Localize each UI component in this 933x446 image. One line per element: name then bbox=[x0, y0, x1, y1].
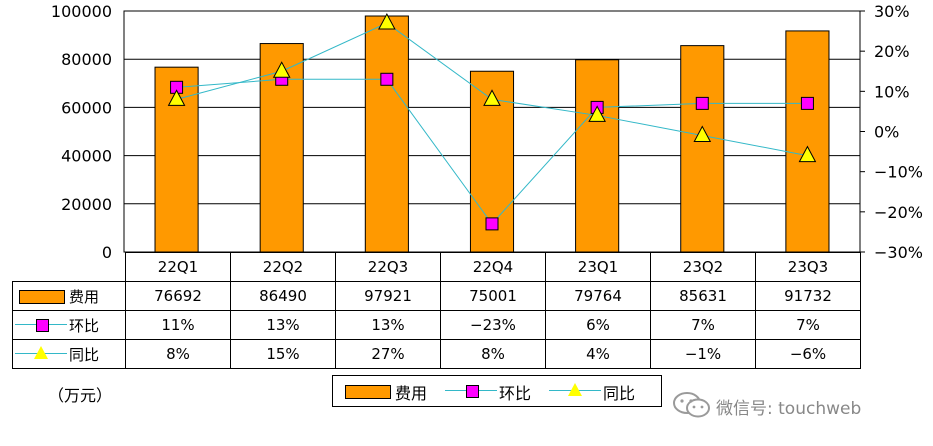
point-同比-22Q3 bbox=[378, 12, 396, 30]
table-row-qoq: 环比 11% 13% 13% −23% 6% 7% 7% bbox=[12, 310, 861, 340]
square-marker-icon bbox=[15, 316, 67, 334]
y-left-tick-label: 40000 bbox=[61, 147, 112, 166]
table-header-cell: 23Q2 bbox=[650, 252, 756, 282]
table-cell: 76692 bbox=[125, 281, 231, 311]
legend-label: 环比 bbox=[499, 384, 532, 403]
legend-label: 费用 bbox=[395, 384, 428, 403]
wechat-icon bbox=[673, 392, 710, 418]
table-cell: 91732 bbox=[755, 281, 861, 311]
table-corner bbox=[12, 252, 126, 282]
table-cell: 75001 bbox=[440, 281, 546, 311]
bar-23Q2 bbox=[680, 45, 725, 253]
bar-23Q3 bbox=[785, 30, 830, 253]
table-cell: 79764 bbox=[545, 281, 651, 311]
point-同比-22Q1 bbox=[167, 89, 186, 106]
row-label-text: 同比 bbox=[69, 345, 100, 364]
row-label-qoq: 环比 bbox=[12, 310, 126, 340]
table-cell: 8% bbox=[125, 339, 231, 369]
square-marker-icon bbox=[445, 382, 497, 400]
table-cell: 13% bbox=[230, 310, 336, 340]
triangle-marker-icon bbox=[15, 345, 67, 363]
table-cell: −23% bbox=[440, 310, 546, 340]
table-cell: 8% bbox=[440, 339, 546, 369]
point-同比-22Q4 bbox=[483, 89, 501, 106]
table-header-row: 22Q1 22Q2 22Q3 22Q4 23Q1 23Q2 23Q3 bbox=[12, 252, 861, 282]
y-right-tick-label: −30% bbox=[874, 243, 923, 262]
table-header-cell: 22Q1 bbox=[125, 252, 231, 282]
table-cell: 85631 bbox=[650, 281, 756, 311]
row-label-yoy: 同比 bbox=[12, 339, 126, 369]
point-同比-23Q1 bbox=[588, 105, 606, 122]
legend: 费用 环比 同比 bbox=[332, 375, 662, 407]
y-left-tick-label: 100000 bbox=[51, 2, 112, 21]
y-right-tick-label: 20% bbox=[874, 42, 910, 61]
watermark-text: 微信号: touchweb bbox=[716, 399, 862, 419]
data-table: 22Q1 22Q2 22Q3 22Q4 23Q1 23Q2 23Q3 费用 76… bbox=[12, 252, 861, 369]
y-right-tick-label: 30% bbox=[874, 2, 910, 21]
table-row-cost: 费用 76692 86490 97921 75001 79764 85631 9… bbox=[12, 281, 861, 311]
triangle-marker-icon bbox=[549, 382, 601, 400]
bar-23Q1 bbox=[575, 59, 620, 253]
table-row-yoy: 同比 8% 15% 27% 8% 4% −1% −6% bbox=[12, 339, 861, 369]
y-right-tick-label: 10% bbox=[874, 82, 910, 101]
table-header-cell: 22Q3 bbox=[335, 252, 441, 282]
y-right-tick-label: −10% bbox=[874, 163, 923, 182]
point-同比-22Q2 bbox=[272, 61, 291, 78]
point-同比-23Q2 bbox=[693, 125, 712, 143]
legend-label: 同比 bbox=[603, 384, 636, 403]
y-right-tick-label: −20% bbox=[874, 203, 923, 222]
table-cell: 13% bbox=[335, 310, 441, 340]
table-cell: 7% bbox=[755, 310, 861, 340]
table-cell: −1% bbox=[650, 339, 756, 369]
table-header-cell: 23Q1 bbox=[545, 252, 651, 282]
bar-22Q3 bbox=[364, 15, 409, 253]
table-header-cell: 22Q2 bbox=[230, 252, 336, 282]
table-cell: 97921 bbox=[335, 281, 441, 311]
bar-swatch-icon bbox=[15, 287, 67, 305]
table-header-cell: 23Q3 bbox=[755, 252, 861, 282]
row-label-text: 环比 bbox=[69, 316, 100, 335]
y-left-tick-label: 20000 bbox=[61, 195, 112, 214]
y-left-tick-label: 80000 bbox=[61, 50, 112, 69]
table-cell: 6% bbox=[545, 310, 651, 340]
table-cell: 11% bbox=[125, 310, 231, 340]
table-cell: 4% bbox=[545, 339, 651, 369]
table-cell: 86490 bbox=[230, 281, 336, 311]
table-cell: −6% bbox=[755, 339, 861, 369]
table-cell: 27% bbox=[335, 339, 441, 369]
table-cell: 15% bbox=[230, 339, 336, 369]
table-cell: 7% bbox=[650, 310, 756, 340]
bar-22Q1 bbox=[154, 66, 199, 253]
point-环比-22Q4 bbox=[485, 217, 499, 231]
bar-swatch-icon bbox=[341, 382, 393, 400]
table-header-cell: 22Q4 bbox=[440, 252, 546, 282]
y-right-tick-label: 0% bbox=[874, 123, 899, 142]
point-环比-23Q3 bbox=[800, 96, 814, 110]
point-环比-22Q3 bbox=[380, 72, 394, 86]
point-环比-23Q2 bbox=[695, 96, 709, 110]
row-label-text: 费用 bbox=[69, 287, 100, 306]
row-label-cost: 费用 bbox=[12, 281, 126, 311]
y-left-tick-label: 60000 bbox=[61, 98, 112, 117]
unit-label: （万元） bbox=[48, 386, 113, 405]
point-同比-23Q3 bbox=[798, 145, 817, 163]
